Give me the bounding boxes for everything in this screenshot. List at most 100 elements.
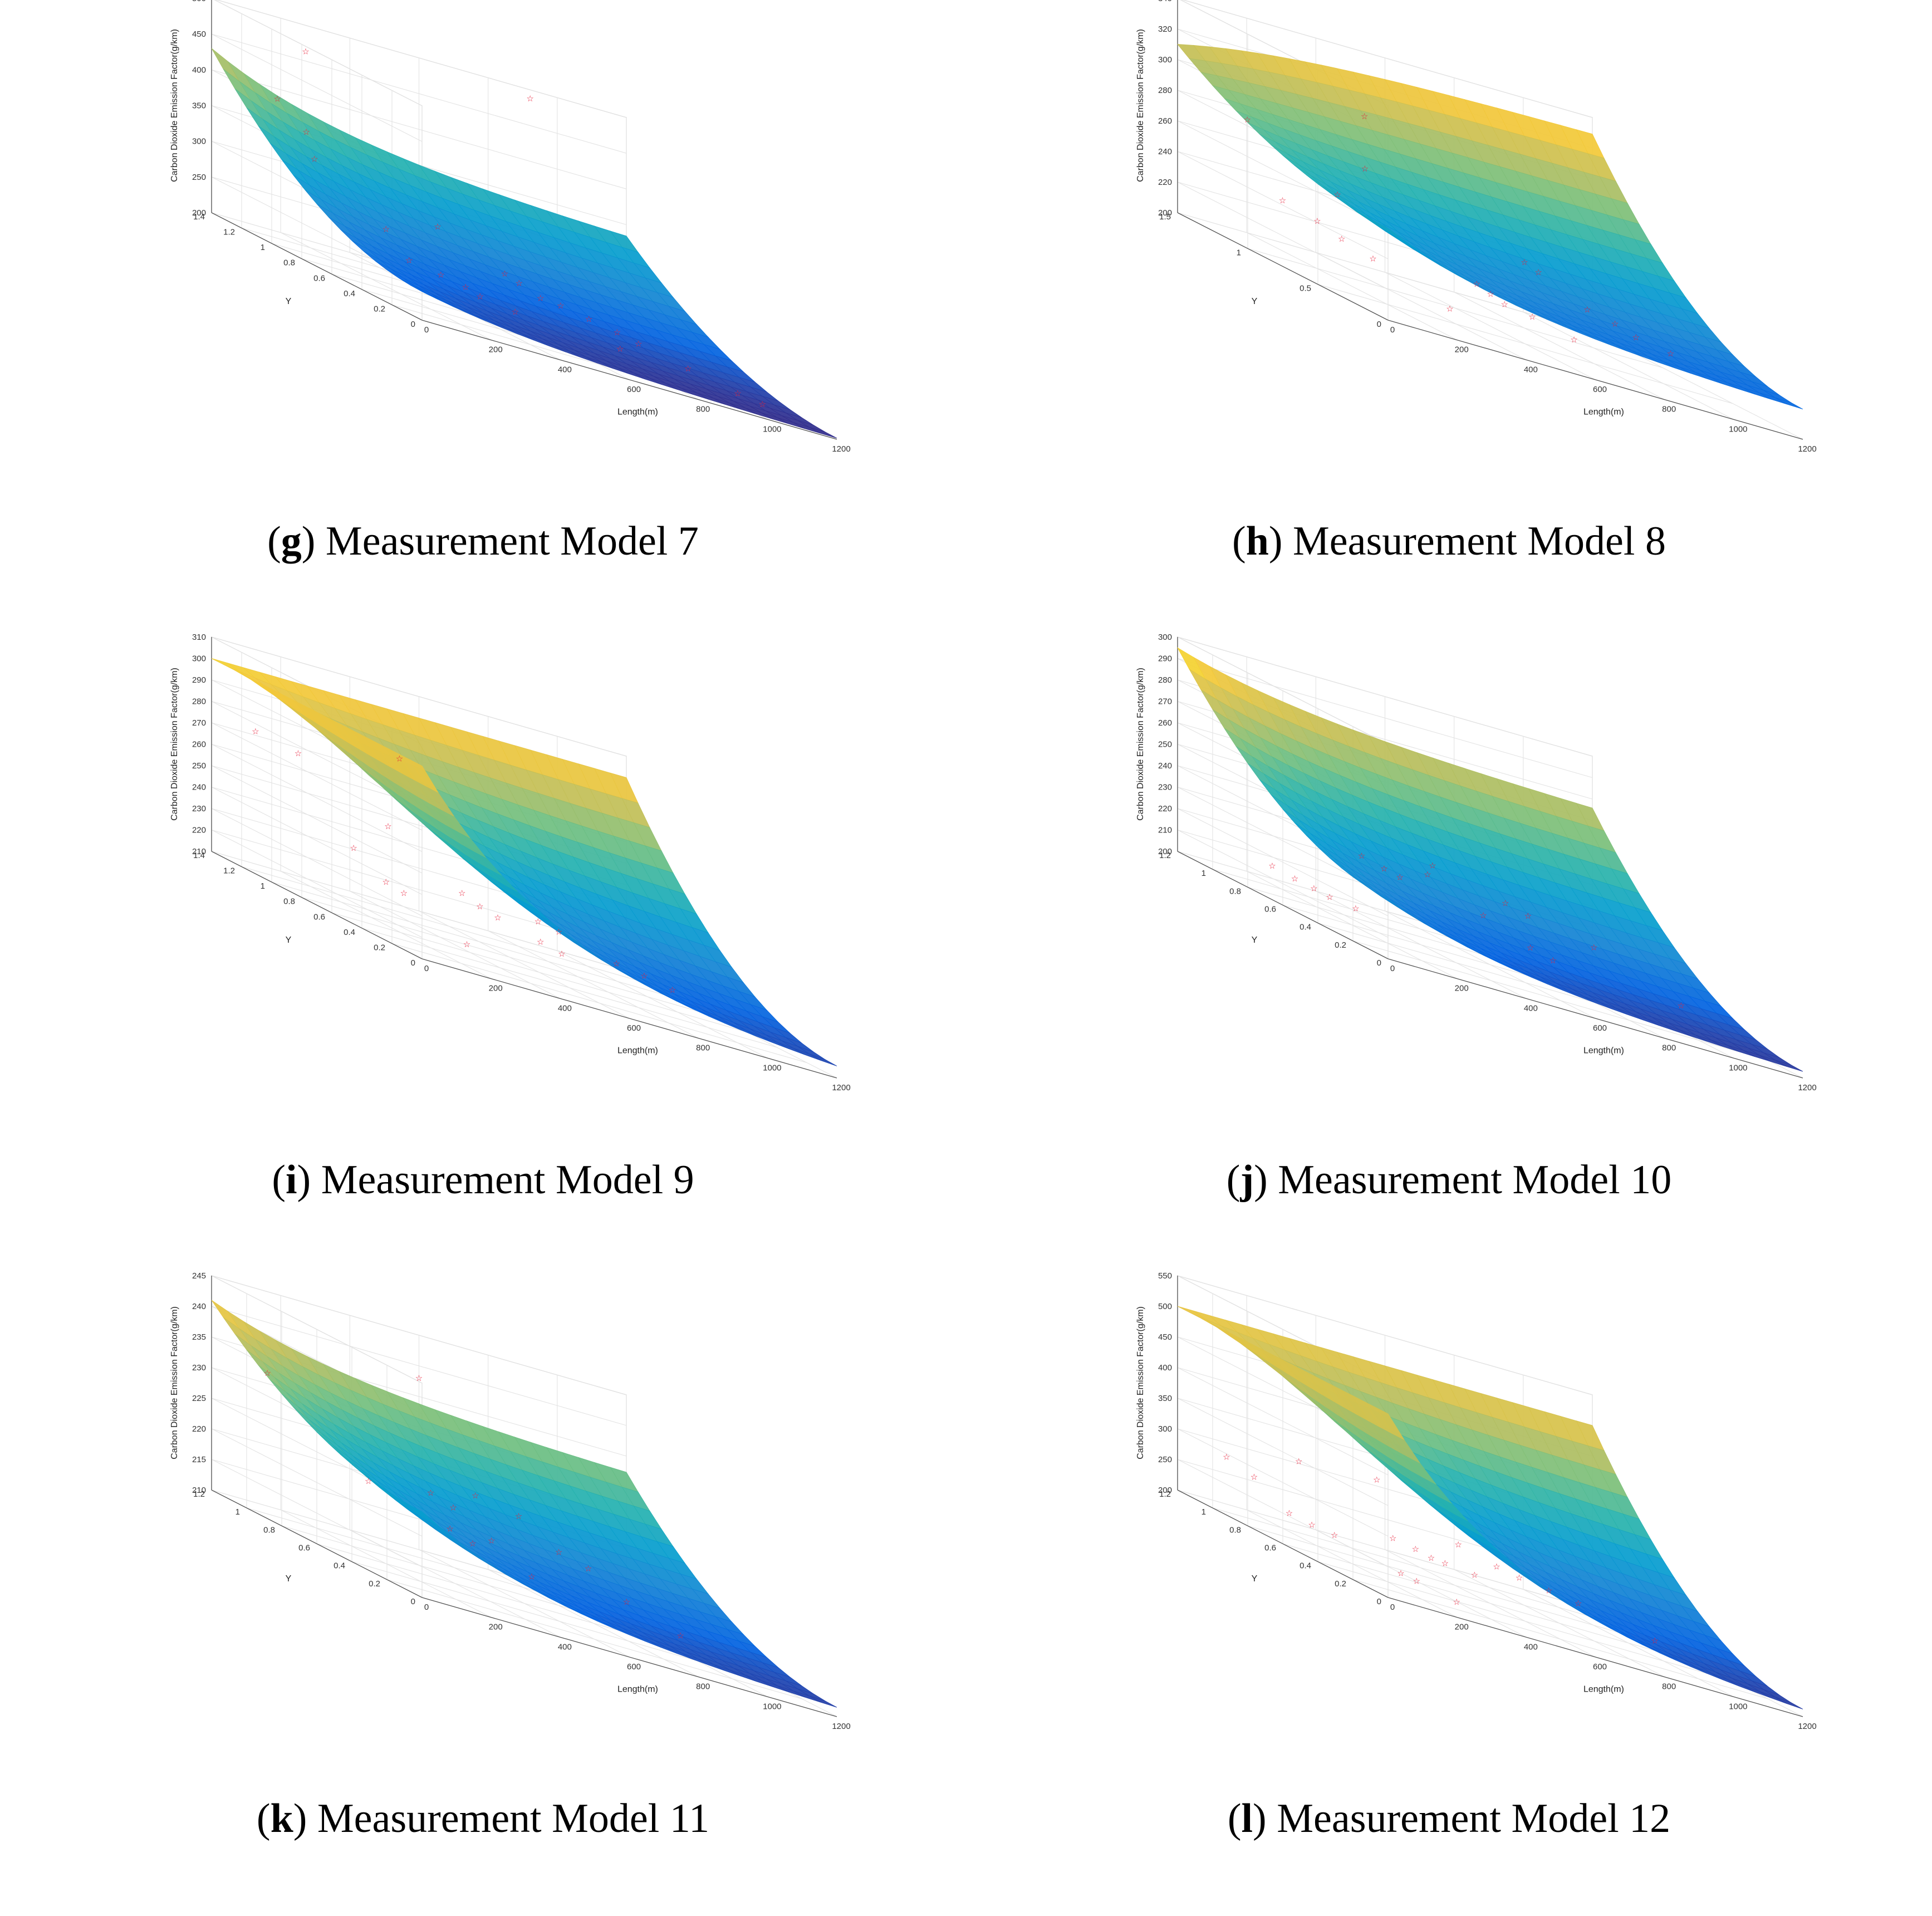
- z-tick-label: 215: [192, 1455, 206, 1464]
- y-axis-label: Y: [286, 297, 292, 306]
- data-point: ☆: [684, 364, 692, 374]
- surface-plot-h: ☆ ☆☆☆☆☆☆☆☆☆☆☆☆☆☆☆☆☆☆☆02004006008001000120…: [1136, 0, 1817, 454]
- x-axis-label: Length(m): [617, 407, 658, 416]
- data-point: ☆: [1291, 874, 1298, 884]
- y-tick-label: 0.2: [369, 1579, 380, 1589]
- data-point: ☆: [1455, 1540, 1462, 1550]
- x-tick-label: 600: [1593, 1023, 1607, 1033]
- y-tick-label: 1.2: [1159, 1489, 1171, 1499]
- x-tick-label: 800: [696, 1043, 710, 1053]
- data-point: ☆: [295, 748, 302, 758]
- x-tick-label: 800: [1662, 405, 1676, 414]
- data-point: ☆: [396, 753, 403, 763]
- data-point: ☆: [623, 1597, 630, 1607]
- z-tick-label: 300: [192, 654, 206, 664]
- z-tick-label: 260: [1158, 116, 1172, 126]
- data-point: ☆: [1361, 111, 1368, 121]
- y-tick-label: 1: [236, 1507, 240, 1517]
- y-tick-label: 0: [411, 1597, 415, 1606]
- data-point: ☆: [382, 877, 389, 887]
- z-axis-label: Carbon Dioxide Emission Factor(g/km): [170, 29, 179, 182]
- z-tick-label: 320: [1158, 24, 1172, 34]
- y-tick-label: 0.4: [1300, 1561, 1311, 1571]
- surface-plot-l: ☆☆☆☆☆☆☆☆☆☆☆☆☆☆☆☆☆☆☆☆☆0200400600800100012…: [1136, 1271, 1817, 1731]
- data-point: ☆: [476, 291, 483, 301]
- z-tick-label: 290: [192, 675, 206, 685]
- x-tick-label: 1000: [763, 1702, 781, 1711]
- x-axis-label: Length(m): [617, 1684, 658, 1694]
- data-point: ☆: [472, 1491, 479, 1501]
- z-tick-label: 230: [192, 1363, 206, 1373]
- z-tick-label: 300: [1158, 633, 1172, 642]
- data-point: ☆: [1473, 279, 1480, 289]
- panel-caption: (l) Measurement Model 12: [1227, 1796, 1671, 1841]
- panel-letter: h: [1245, 518, 1269, 564]
- z-tick-label: 260: [1158, 718, 1172, 728]
- caption-text: Measurement Model 8: [1293, 518, 1666, 564]
- tick-labels: 02004006008001000120000.20.40.60.811.220…: [1158, 1271, 1817, 1731]
- z-tick-label: 200: [1158, 208, 1172, 218]
- surface-plot-g: ☆ ☆ ☆ ☆ ☆ ☆ ☆ ☆ ☆ ☆ ☆ ☆ ☆ ☆ ☆ ☆ ☆ ☆ ☆ ☆ ☆ ☆ ☆ 0 200 400 600 800 1000…: [170, 0, 851, 454]
- data-point: ☆: [1453, 1597, 1460, 1607]
- data-point: ☆: [1575, 1599, 1582, 1609]
- x-tick-label: 600: [627, 385, 641, 394]
- y-tick-label: 0.8: [1229, 1525, 1241, 1535]
- y-tick-label: 1.4: [193, 851, 205, 860]
- z-tick-label: 270: [1158, 697, 1172, 707]
- data-point: ☆: [515, 1511, 522, 1521]
- y-tick-label: 0: [411, 320, 415, 329]
- y-axis-label: Y: [1252, 297, 1258, 306]
- y-tick-label: 0.6: [313, 273, 325, 283]
- data-point: ☆: [1524, 911, 1532, 921]
- data-point: ☆: [1487, 289, 1494, 299]
- y-tick-label: 1.2: [193, 1489, 205, 1499]
- y-tick-label: 1.4: [193, 212, 205, 222]
- x-tick-label: 400: [1524, 365, 1538, 374]
- fitted-surface: [211, 658, 837, 1066]
- z-tick-label: 350: [192, 101, 206, 111]
- y-tick-label: 1: [1237, 248, 1241, 257]
- x-tick-label: 1200: [1798, 1083, 1816, 1092]
- data-point: ☆: [501, 269, 508, 279]
- chart-panel-h: ☆ ☆ ☆ ☆ ☆ ☆ ☆ ☆ ☆ ☆ ☆ ☆ ☆ ☆ ☆ ☆ ☆ ☆ ☆ ☆ 0 200 400 600 800 1000 120…: [966, 0, 1932, 639]
- data-point: ☆: [415, 1373, 423, 1383]
- y-tick-label: 0.2: [374, 943, 385, 952]
- z-tick-label: 550: [1158, 1271, 1172, 1281]
- x-tick-label: 1000: [1729, 424, 1747, 434]
- x-tick-label: 200: [1455, 345, 1469, 355]
- measured-points: ☆ ☆ ☆ ☆ ☆ ☆ ☆ ☆ ☆ ☆ ☆ ☆ ☆ ☆ ☆ ☆ ☆ ☆ ☆ ☆: [1244, 111, 1675, 359]
- data-point: ☆: [1441, 1558, 1449, 1568]
- data-point: ☆: [1380, 864, 1387, 874]
- data-point: ☆: [1308, 1520, 1315, 1530]
- panel-letter: i: [285, 1157, 297, 1203]
- data-point: ☆: [677, 1630, 684, 1640]
- x-tick-label: 0: [1390, 325, 1395, 335]
- data-point: ☆: [537, 937, 544, 947]
- data-point: ☆: [585, 314, 592, 324]
- z-tick-label: 220: [1158, 178, 1172, 187]
- z-tick-label: 220: [192, 826, 206, 835]
- z-tick-label: 340: [1158, 0, 1172, 3]
- y-axis-label: Y: [1252, 1574, 1258, 1584]
- x-tick-label: 600: [1593, 385, 1607, 394]
- data-point: ☆: [1570, 335, 1577, 345]
- data-point: ☆: [1424, 870, 1431, 880]
- z-axis-label: Carbon Dioxide Emission Factor(g/km): [170, 1306, 179, 1459]
- data-point: ☆: [1413, 1576, 1420, 1586]
- x-tick-label: 0: [424, 1603, 429, 1612]
- z-tick-label: 220: [192, 1424, 206, 1434]
- y-tick-label: 0.4: [344, 928, 355, 937]
- data-point: ☆: [458, 888, 465, 898]
- x-tick-label: 200: [489, 984, 503, 993]
- data-point: ☆: [427, 1488, 434, 1498]
- tick-labels: 02004006008001000120000.20.40.60.811.220…: [1158, 633, 1817, 1092]
- y-tick-label: 0.8: [263, 1525, 275, 1535]
- panel-caption: (k) Measurement Model 11: [256, 1796, 710, 1841]
- data-point: ☆: [555, 1547, 562, 1557]
- data-point: ☆: [252, 726, 259, 736]
- y-tick-label: 0.6: [1264, 1543, 1276, 1553]
- data-point: ☆: [476, 901, 483, 912]
- data-point: ☆: [616, 344, 624, 354]
- data-point: ☆: [1528, 312, 1536, 322]
- data-point: ☆: [462, 282, 469, 292]
